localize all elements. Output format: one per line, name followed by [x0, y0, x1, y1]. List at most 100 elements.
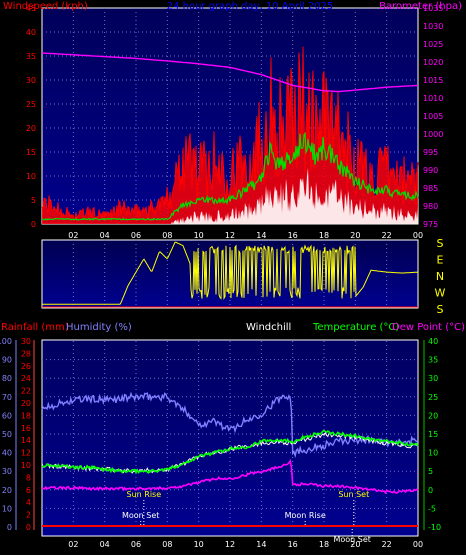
direction-label-s: S — [437, 237, 444, 250]
top-x-tick-label: 06 — [131, 231, 141, 240]
barometer-tick-label: 1035 — [423, 4, 443, 13]
barometer-tick-label: 995 — [423, 148, 438, 157]
windspeed-axis: 0 5 10 15 20 25 30 35 40 45 — [26, 4, 36, 229]
humidity-axis: 0 10 20 30 40 50 60 70 80 90 100 — [0, 337, 12, 532]
bottom-x-tick-label: 18 — [319, 540, 329, 549]
dew-point-label: Dew Point (°C) — [392, 322, 465, 333]
bottom-x-tick-label: 04 — [100, 540, 110, 549]
bottom-x-tick-label: 20 — [350, 540, 360, 549]
barometer-tick-label: 975 — [423, 220, 438, 229]
temperature-tick-label: 15 — [428, 430, 438, 439]
temperature-tick-label: 0 — [428, 486, 433, 495]
humidity-tick-label: 30 — [2, 467, 12, 476]
moon-rise-label: Moon Rise — [285, 511, 326, 520]
top-x-tick-label: 16 — [288, 231, 298, 240]
wind-direction-line — [42, 241, 419, 305]
direction-label-e: E — [437, 254, 444, 267]
bottom-x-tick-label: 10 — [194, 540, 204, 549]
rainfall-tick-label: 18 — [21, 411, 31, 420]
top-x-tick-label: 22 — [382, 231, 392, 240]
rainfall-tick-label: 6 — [26, 486, 31, 495]
windspeed-tick-label: 0 — [31, 220, 36, 229]
temperature-tick-label: 35 — [428, 356, 438, 365]
barometer-tick-label: 1025 — [423, 40, 443, 49]
temperature-line — [41, 429, 419, 475]
chart-title: 24 hour graph day, 10 April 2025 — [167, 1, 334, 12]
bottom-x-tick-label: 08 — [162, 540, 172, 549]
bottom-x-tick-label: 14 — [256, 540, 266, 549]
top-x-tick-label: 02 — [68, 231, 78, 240]
windspeed-tick-label: 35 — [26, 52, 36, 61]
moon-set-label: Moon Set — [333, 535, 370, 544]
sun-rise-label: Sun Rise — [127, 490, 162, 499]
bottom-gridlines — [42, 341, 418, 527]
top-x-tick-label: 04 — [100, 231, 110, 240]
rainfall-tick-label: 26 — [21, 362, 31, 371]
temperature-tick-label: 25 — [428, 393, 438, 402]
barometer-tick-label: 990 — [423, 166, 438, 175]
barometer-tick-label: 1020 — [423, 58, 443, 67]
bottom-x-tick-label: 02 — [68, 540, 78, 549]
windspeed-tick-label: 25 — [26, 100, 36, 109]
barometer-tick-label: 1010 — [423, 94, 443, 103]
humidity-tick-label: 60 — [2, 411, 12, 420]
top-x-tick-label: 10 — [194, 231, 204, 240]
windspeed-axis-label: Windspeed (kph) — [3, 1, 88, 12]
direction-series — [42, 241, 419, 308]
rainfall-tick-label: 16 — [21, 424, 31, 433]
barometer-tick-label: 1015 — [423, 76, 443, 85]
wind-average-line — [41, 131, 419, 221]
barometer-tick-label: 980 — [423, 202, 438, 211]
windspeed-tick-label: 45 — [26, 4, 36, 13]
humidity-tick-label: 10 — [2, 504, 12, 513]
barometer-tick-label: 1030 — [423, 22, 443, 31]
sun-moon-events: Sun Rise Sun Set Moon Set Moon Rise Moon Set — [122, 490, 371, 545]
humidity-tick-label: 0 — [7, 523, 12, 532]
rainfall-tick-label: 14 — [21, 436, 31, 445]
bottom-x-tick-label: 22 — [382, 540, 392, 549]
rainfall-tick-label: 22 — [21, 387, 31, 396]
direction-label-s: S — [437, 303, 444, 316]
bottom-x-tick-label: 06 — [131, 540, 141, 549]
bottom-x-tick-label: 00 — [413, 540, 423, 549]
windspeed-tick-label: 10 — [26, 172, 36, 181]
temperature-axis: -10 -5 0 5 10 15 20 25 30 35 40 — [428, 337, 441, 532]
top-x-tick-label: 18 — [319, 231, 329, 240]
rainfall-tick-label: 28 — [21, 349, 31, 358]
bottom-x-axis: 02 04 06 08 10 12 14 16 18 20 22 00 — [68, 540, 423, 549]
humidity-tick-label: 20 — [2, 486, 12, 495]
windspeed-line — [41, 46, 419, 221]
rainfall-tick-label: 30 — [21, 337, 31, 346]
rainfall-tick-label: 10 — [21, 461, 31, 470]
barometer-axis: 975 980 985 990 995 1000 1005 1010 1015 1020 1025 1… — [423, 4, 443, 229]
direction-gridlines — [72, 240, 388, 308]
top-x-tick-label: 00 — [413, 231, 423, 240]
windspeed-tick-label: 15 — [26, 148, 36, 157]
barometer-tick-label: 985 — [423, 184, 438, 193]
temperature-tick-label: 10 — [428, 449, 438, 458]
top-x-axis: 02 04 06 08 10 12 14 16 18 20 22 00 — [68, 231, 423, 240]
temperature-tick-label: -10 — [428, 523, 441, 532]
humidity-label: Humidity (%) — [66, 322, 132, 333]
sun-set-label: Sun Set — [338, 490, 369, 499]
barometer-tick-label: 1000 — [423, 130, 443, 139]
humidity-tick-label: 70 — [2, 393, 12, 402]
rainfall-tick-label: 20 — [21, 399, 31, 408]
windspeed-tick-label: 40 — [26, 28, 36, 37]
humidity-tick-label: 50 — [2, 430, 12, 439]
direction-label-w: W — [435, 287, 446, 300]
temperature-tick-label: 5 — [428, 467, 433, 476]
rainfall-tick-label: 4 — [26, 498, 31, 507]
windchill-label: Windchill — [246, 322, 291, 333]
bottom-x-tick-label: 12 — [225, 540, 235, 549]
bottom-x-tick-label: 16 — [288, 540, 298, 549]
temperature-tick-label: -5 — [428, 504, 436, 513]
windspeed-tick-label: 5 — [31, 196, 36, 205]
rainfall-tick-label: 0 — [26, 523, 31, 532]
rainfall-tick-label: 24 — [21, 374, 31, 383]
temperature-tick-label: 30 — [428, 374, 438, 383]
